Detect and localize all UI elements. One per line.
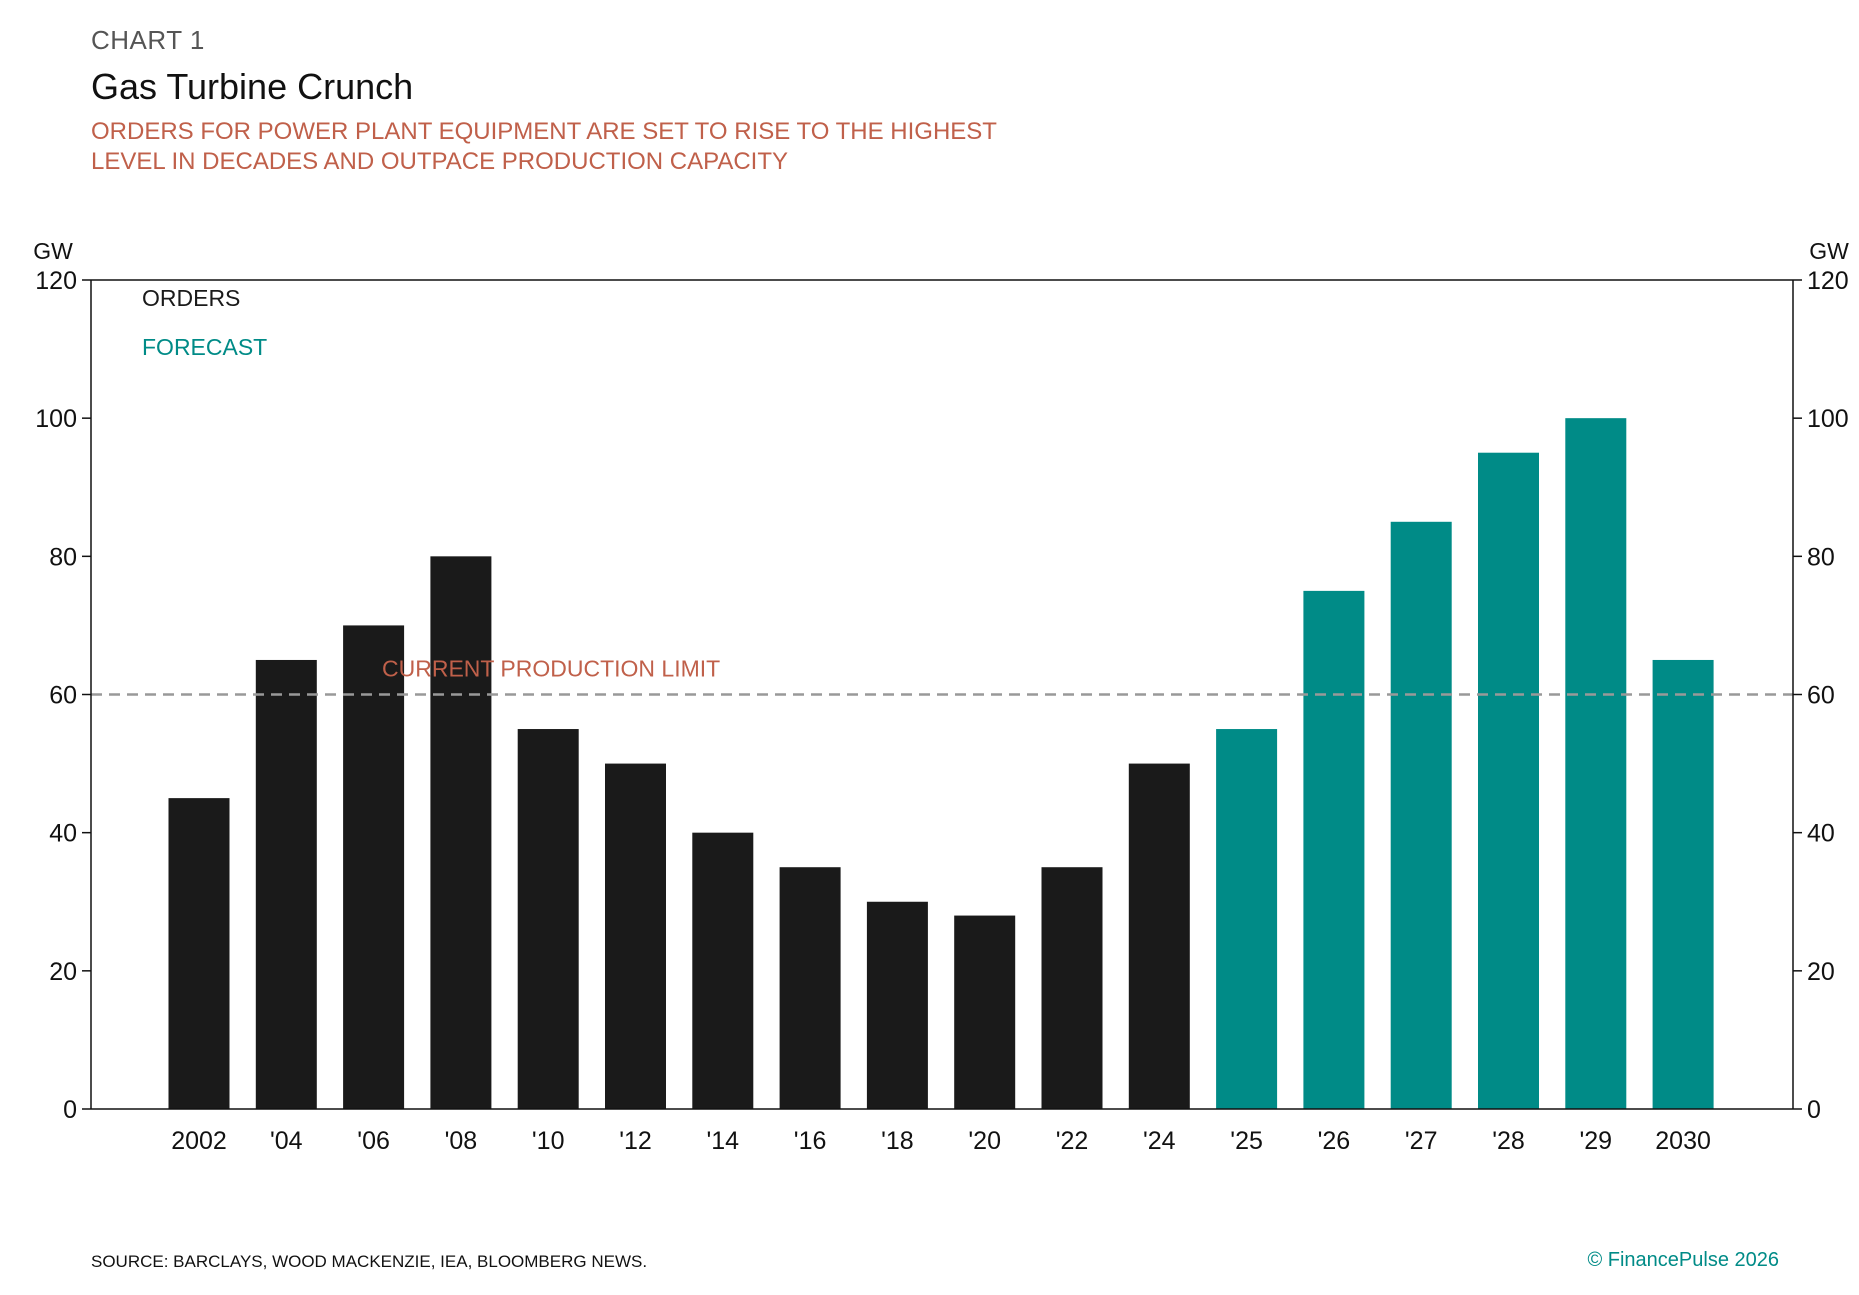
legend: ORDERS FORECAST (142, 285, 267, 360)
x-tick-label: '29 (1580, 1127, 1613, 1155)
source-note: SOURCE: BARCLAYS, WOOD MACKENZIE, IEA, B… (91, 1252, 648, 1271)
bar-orders-3 (430, 556, 492, 1109)
legend-forecast: FORECAST (142, 334, 267, 360)
bar-forecast-12 (1216, 729, 1278, 1109)
x-tick-label: '26 (1318, 1127, 1351, 1155)
x-tick-label: '08 (445, 1127, 478, 1155)
x-tick-label: '18 (881, 1127, 914, 1155)
bars (168, 418, 1714, 1110)
y-tick-label-right: 60 (1807, 682, 1835, 710)
y-tick-label-left: 0 (63, 1096, 77, 1124)
x-tick-label: '16 (794, 1127, 827, 1155)
y-tick-label-left: 20 (49, 958, 77, 986)
bar-orders-4 (517, 729, 579, 1109)
x-tick-label: '10 (532, 1127, 565, 1155)
x-tick-label: '28 (1492, 1127, 1525, 1155)
y-tick-label-right: 100 (1807, 405, 1849, 433)
x-tick-label: '14 (707, 1127, 740, 1155)
x-tick-label: '04 (270, 1127, 303, 1155)
x-tick-label: 2030 (1655, 1127, 1711, 1155)
y-tick-label-right: 20 (1807, 958, 1835, 986)
bar-orders-0 (168, 798, 230, 1109)
bar-orders-5 (605, 763, 666, 1109)
x-tick-label: '25 (1230, 1127, 1263, 1155)
y-tick-label-right: 120 (1807, 267, 1849, 295)
production-limit-label: CURRENT PRODUCTION LIMIT (382, 656, 720, 682)
bar-orders-10 (1041, 867, 1103, 1109)
y-tick-label-right: 0 (1807, 1096, 1821, 1124)
x-tick-label: '24 (1143, 1127, 1176, 1155)
chart-subtitle: ORDERS FOR POWER PLANT EQUIPMENT ARE SET… (91, 117, 1091, 177)
y-tick-label-left: 80 (49, 543, 77, 571)
y-tick-label-left: 40 (49, 820, 77, 848)
chart-kicker: CHART 1 (91, 25, 205, 55)
bar-orders-7 (779, 867, 841, 1109)
reference-line-group: CURRENT PRODUCTION LIMIT (91, 656, 1793, 696)
subtitle-line-2: LEVEL IN DECADES AND OUTPACE PRODUCTION … (91, 148, 789, 175)
y-tick-label-left: 60 (49, 682, 77, 710)
plot-frame (90, 279, 1794, 1110)
x-tick-label: '27 (1405, 1127, 1438, 1155)
y-tick-label-left: 100 (35, 405, 77, 433)
bar-orders-2 (343, 625, 405, 1109)
bar-orders-6 (692, 832, 754, 1109)
y-tick-label-right: 40 (1807, 820, 1835, 848)
y-unit-left: GW (33, 238, 73, 264)
x-tick-label: 2002 (171, 1127, 227, 1155)
y-tick-label-right: 80 (1807, 543, 1835, 571)
x-tick-label: '12 (619, 1127, 652, 1155)
x-tick-label: '20 (968, 1127, 1001, 1155)
subtitle-line-1: ORDERS FOR POWER PLANT EQUIPMENT ARE SET… (91, 118, 997, 145)
bar-orders-9 (954, 915, 1016, 1109)
x-tick-label: '22 (1056, 1127, 1089, 1155)
bar-forecast-17 (1652, 659, 1714, 1109)
bar-orders-1 (255, 659, 317, 1109)
copyright-credit: © FinancePulse 2026 (1587, 1249, 1779, 1271)
legend-orders: ORDERS (142, 285, 240, 311)
chart-title: Gas Turbine Crunch (91, 66, 414, 107)
bar-forecast-13 (1303, 590, 1365, 1109)
y-tick-label-left: 120 (35, 267, 77, 295)
bar-forecast-16 (1565, 418, 1627, 1110)
bar-orders-11 (1128, 763, 1190, 1109)
bar-forecast-15 (1478, 452, 1539, 1109)
x-tick-label: '06 (357, 1127, 390, 1155)
bar-orders-8 (866, 901, 928, 1109)
bar-forecast-14 (1390, 521, 1452, 1109)
y-unit-right: GW (1809, 238, 1849, 264)
axis-ticks: 0 0 20 20 40 40 60 60 80 80 100 100 120 120 GW GW 2002 '0… (33, 238, 1849, 1155)
